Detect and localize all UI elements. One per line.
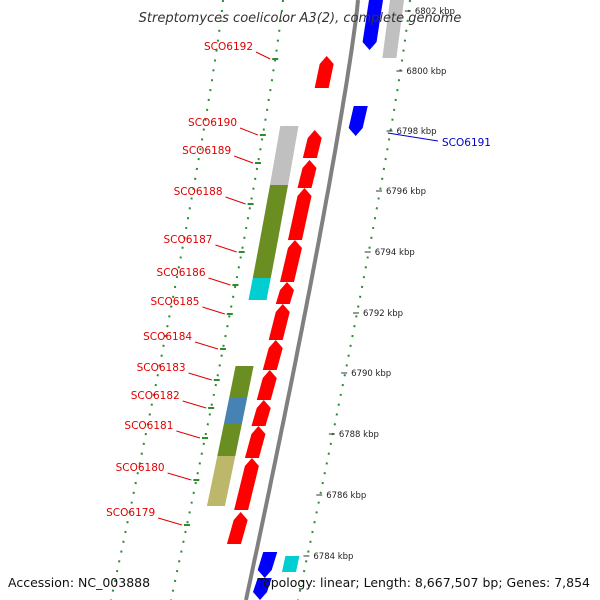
backbone-line — [244, 0, 360, 600]
gene-arrow-sco6191[interactable] — [348, 106, 368, 136]
gene-label-sco6181: SCO6181 — [124, 420, 173, 432]
leader-sco6186 — [208, 277, 231, 286]
gene-label-sco6186: SCO6186 — [157, 267, 206, 279]
gene-label-sco6185: SCO6185 — [150, 296, 199, 308]
gene-arrow-sco6183[interactable] — [256, 370, 277, 400]
gene-arrow-sco6188[interactable] — [287, 188, 312, 240]
leader-sco6185 — [202, 306, 225, 315]
gene-label-sco6192: SCO6192 — [204, 41, 253, 53]
leader-sco6182 — [182, 400, 207, 409]
leader-sco6192 — [255, 51, 271, 60]
accession-text: Accession: NC_003888 — [8, 575, 150, 590]
reverse-gene-bottom-2 — [253, 578, 272, 600]
cog-bar-sco6188 — [259, 185, 289, 245]
gene-label-sco6188: SCO6188 — [174, 186, 223, 198]
cog-bar-sco6183 — [229, 366, 254, 398]
gene-arrow-sco6192[interactable] — [314, 56, 334, 88]
gene-label-sco6189: SCO6189 — [182, 145, 231, 157]
gene-arrows[interactable] — [226, 56, 368, 544]
cog-bar-top — [382, 0, 404, 58]
gene-arrow-sco6179[interactable] — [226, 512, 248, 544]
reverse-gene-bottom — [257, 552, 278, 578]
gene-label-sco6184: SCO6184 — [143, 331, 192, 343]
reverse-gene-top — [362, 0, 383, 50]
tick-tracks — [110, 0, 411, 600]
cog-bar-sco6180 — [206, 456, 236, 506]
dotted-track-2 — [110, 0, 224, 600]
cog-bar-sco6186 — [248, 278, 271, 300]
gene-label-sco6187: SCO6187 — [163, 234, 212, 246]
leader-sco6181 — [176, 430, 201, 439]
leader-sco6184 — [194, 341, 219, 350]
scale-ticks: 6784 kbp 6786 kbp 6788 kbp 6790 kbp 6792 kbp… — [183, 7, 455, 562]
gene-arrow-sco6190[interactable] — [302, 130, 322, 158]
genome-summary-text: Topology: linear; Length: 8,667,507 bp; … — [257, 575, 590, 590]
cog-bars — [206, 126, 299, 506]
scale-tick-label-5: 6794 kbp — [375, 248, 415, 258]
leader-sco6180 — [167, 472, 192, 481]
gene-label-sco6183: SCO6183 — [137, 362, 186, 374]
gene-labels: SCO6192 SCO6191 SCO6190 SCO6189 SCO6188 SCO61… — [106, 41, 491, 526]
scale-tick-label-8: 6800 kbp — [406, 67, 446, 77]
scale-tick-label-7: 6798 kbp — [397, 127, 437, 137]
gene-label-sco6179: SCO6179 — [106, 507, 155, 519]
leader-sco6183 — [188, 372, 212, 381]
gene-label-sco6191: SCO6191 — [442, 137, 491, 149]
scale-tick-label-6: 6796 kbp — [386, 187, 426, 197]
genome-backbone — [244, 0, 360, 600]
cog-bar-sco6181 — [217, 423, 243, 456]
gene-arrow-sco6180[interactable] — [234, 458, 259, 510]
leader-sco6190 — [239, 127, 259, 136]
leader-sco6187 — [215, 244, 237, 253]
dotted-track-1 — [170, 0, 284, 600]
scale-tick-label-9: 6802 kbp — [415, 7, 455, 17]
gene-label-sco6190: SCO6190 — [188, 117, 237, 129]
scale-tick-label-2: 6788 kbp — [339, 430, 379, 440]
cog-bar-sco6189 — [270, 126, 299, 185]
gene-arrow-sco6185[interactable] — [268, 304, 290, 340]
gene-arrow-sco6189[interactable] — [297, 160, 317, 188]
gene-arrow-sco6186[interactable] — [275, 282, 294, 304]
gene-label-sco6182: SCO6182 — [131, 390, 180, 402]
scale-tick-label-1: 6786 kbp — [326, 491, 366, 501]
scale-tick-label-4: 6792 kbp — [363, 309, 403, 319]
leader-sco6191 — [387, 132, 439, 142]
scale-tick-label-0: 6784 kbp — [313, 552, 353, 562]
scale-tick-label-3: 6790 kbp — [351, 369, 391, 379]
cog-bar-bottom — [281, 556, 300, 572]
dotted-track-3 — [297, 0, 411, 600]
leader-sco6189 — [233, 155, 254, 164]
leader-sco6179 — [157, 517, 183, 526]
gene-label-sco6180: SCO6180 — [116, 462, 165, 474]
map-title: Streptomyces coelicolor A3(2), complete … — [139, 11, 462, 26]
gene-arrow-sco6181[interactable] — [244, 426, 266, 458]
gene-arrow-sco6187[interactable] — [279, 240, 302, 282]
leader-sco6188 — [225, 196, 246, 205]
gene-arrow-sco6184[interactable] — [262, 340, 283, 370]
cog-bar-sco6182 — [224, 398, 248, 423]
gene-arrow-sco6182[interactable] — [251, 400, 271, 426]
unlabeled-features — [253, 0, 404, 600]
cog-bar-sco6187 — [252, 245, 278, 278]
